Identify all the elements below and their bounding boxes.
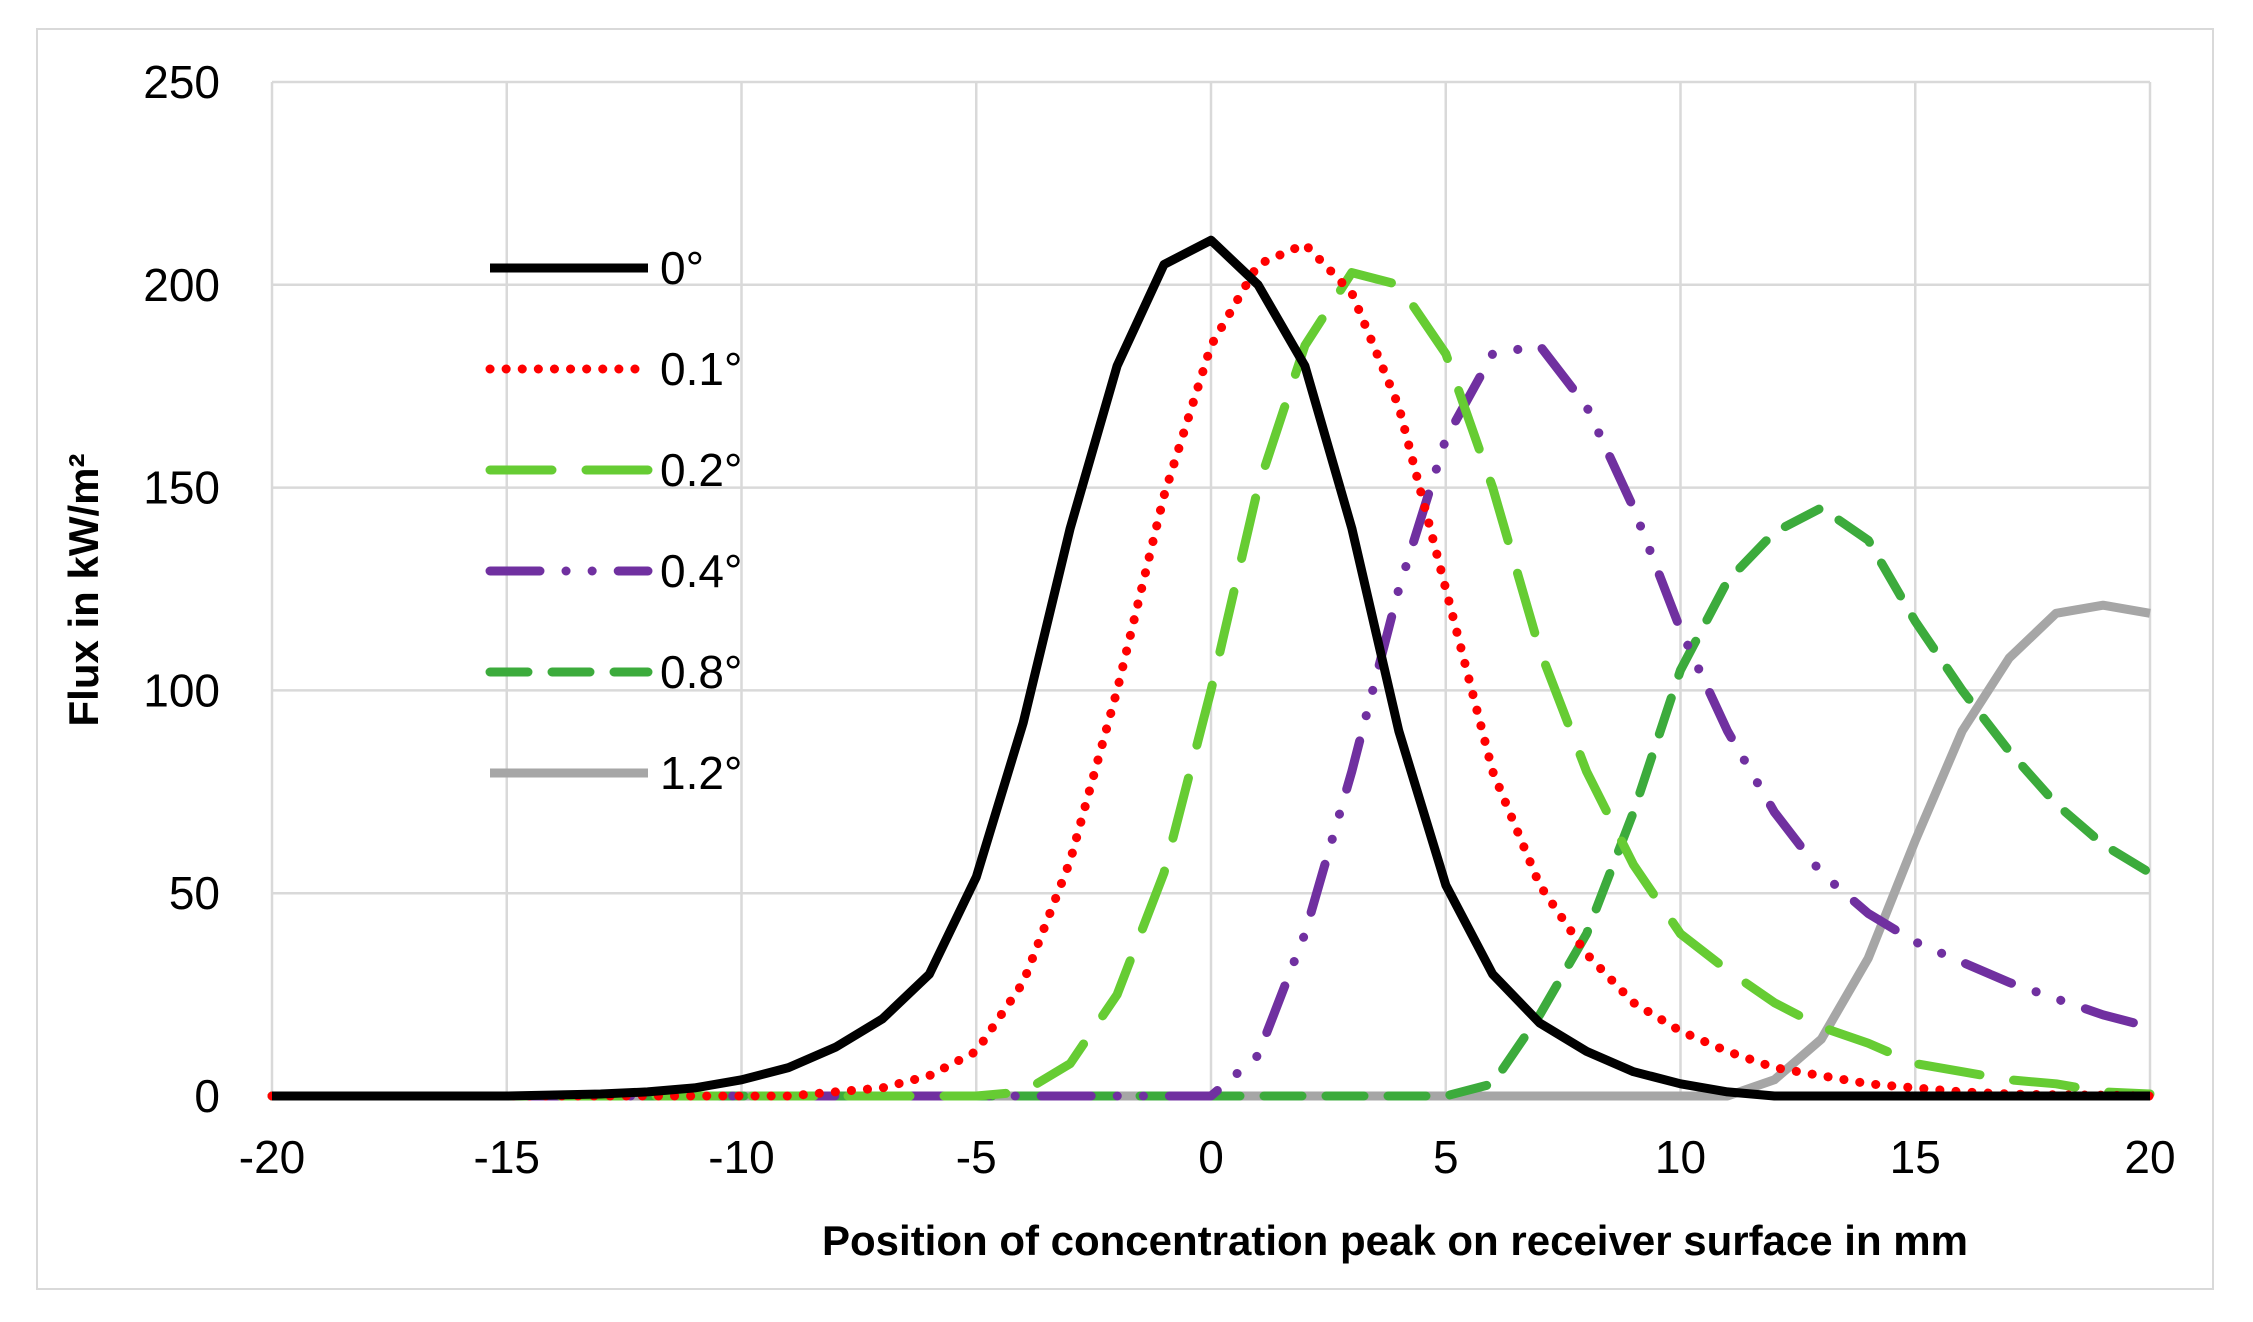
series-line-08 <box>267 503 2155 1101</box>
series-line-12 <box>272 600 2151 1101</box>
series-line-04 <box>267 341 2155 1101</box>
x-tick-label: 10 <box>1655 1131 1706 1183</box>
legend-label: 0.2° <box>660 444 742 496</box>
legend-label: 0° <box>660 242 704 294</box>
series-line-0 <box>272 235 2150 1101</box>
x-tick-label: 0 <box>1198 1131 1224 1183</box>
x-tick-label: -10 <box>708 1131 774 1183</box>
x-tick-label: -20 <box>239 1131 305 1183</box>
x-tick-label: 5 <box>1433 1131 1459 1183</box>
legend-label: 0.4° <box>660 545 742 597</box>
x-axis-title: Position of concentration peak on receiv… <box>822 1217 1968 1264</box>
x-tick-label: -15 <box>474 1131 540 1183</box>
y-tick-label: 0 <box>194 1070 220 1122</box>
y-tick-label: 150 <box>143 462 220 514</box>
x-tick-label: 20 <box>2124 1131 2175 1183</box>
gridlines <box>270 80 2152 1098</box>
y-axis-title: Flux in kW/m² <box>60 453 107 726</box>
chart-frame <box>36 28 2214 1290</box>
series-lines <box>267 235 2155 1101</box>
y-tick-label: 50 <box>169 867 220 919</box>
y-tick-label: 200 <box>143 259 220 311</box>
x-tick-label: 15 <box>1890 1131 1941 1183</box>
y-tick-label: 250 <box>143 56 220 108</box>
series-line-01 <box>267 239 2155 1101</box>
legend: 0° 0.1° 0.2° 0.4° 0.8° 1.2° <box>485 242 742 799</box>
legend-label: 0.1° <box>660 343 742 395</box>
legend-label: 1.2° <box>660 747 742 799</box>
series-line-02 <box>267 268 2155 1101</box>
y-tick-label: 100 <box>143 664 220 716</box>
x-tick-label: -5 <box>956 1131 997 1183</box>
legend-label: 0.8° <box>660 646 742 698</box>
